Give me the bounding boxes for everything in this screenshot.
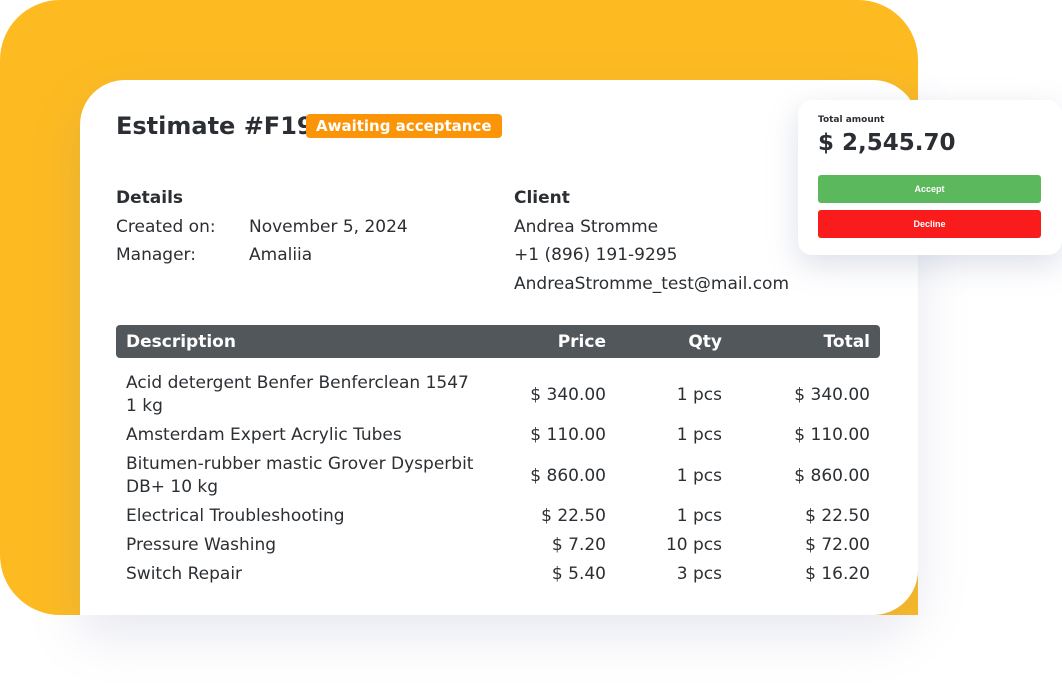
table-row: Electrical Troubleshooting $ 22.50 1 pcs $ …	[116, 502, 880, 531]
cell-total: $ 860.00	[794, 465, 870, 486]
cell-total: $ 340.00	[794, 384, 870, 405]
cell-description: Pressure Washing	[126, 535, 277, 555]
cell-qty: 1 pcs	[676, 506, 722, 526]
table-row: Switch Repair $ 5.40 3 pcs $ 16.20	[116, 560, 880, 589]
details-heading: Details	[116, 188, 184, 208]
cell-qty: 1 pcs	[676, 425, 722, 445]
col-description: Description	[116, 325, 486, 358]
page-title: Estimate #F19	[116, 112, 314, 140]
cell-price: $ 5.40	[551, 564, 606, 584]
cell-price: $ 860.00	[530, 465, 606, 486]
cell-description: Electrical Troubleshooting	[126, 506, 345, 526]
col-qty: Qty	[616, 325, 732, 358]
estimate-card: Estimate #F19 Awaiting acceptance Detail…	[80, 80, 918, 615]
total-label: Total amount	[818, 115, 885, 125]
total-amount: $ 2,545.70	[818, 130, 956, 156]
client-heading: Client	[514, 188, 570, 208]
created-value: November 5, 2024	[249, 216, 408, 237]
table-row: Acid detergent Benfer Benferclean 1547 1…	[116, 358, 880, 421]
cell-description: Switch Repair	[126, 564, 243, 584]
cell-qty: 1 pcs	[676, 465, 722, 486]
cell-qty: 10 pcs	[665, 535, 722, 555]
manager-label: Manager:	[116, 245, 196, 265]
client-name: Andrea Stromme	[514, 216, 659, 237]
cell-qty: 1 pcs	[676, 384, 722, 405]
cell-qty: 3 pcs	[676, 564, 722, 584]
accept-button[interactable]: Accept	[818, 175, 1041, 203]
cell-description: Bitumen-rubber mastic Grover Dysperbit D…	[126, 454, 474, 497]
total-summary-card: Total amount $ 2,545.70 Accept Decline	[798, 100, 1062, 255]
cell-price: $ 340.00	[530, 384, 606, 405]
manager-value: Amaliia	[249, 245, 313, 265]
cell-price: $ 110.00	[530, 425, 606, 445]
cell-total: $ 16.20	[805, 564, 870, 584]
col-total: Total	[732, 325, 880, 358]
cell-total: $ 110.00	[794, 425, 870, 445]
cell-total: $ 72.00	[805, 535, 870, 555]
items-table: Description Price Qty Total Acid deterge…	[116, 325, 880, 589]
client-phone: +1 (896) 191-9295	[514, 245, 678, 265]
cell-total: $ 22.50	[805, 506, 870, 526]
decline-button[interactable]: Decline	[818, 210, 1041, 238]
cell-price: $ 22.50	[541, 506, 606, 526]
table-row: Pressure Washing $ 7.20 10 pcs $ 72.00	[116, 531, 880, 560]
details-section: Details Created on: November 5, 2024 Mana…	[116, 184, 408, 270]
client-email: AndreaStromme_test@mail.com	[514, 273, 790, 294]
col-price: Price	[486, 325, 616, 358]
cell-description: Amsterdam Expert Acrylic Tubes	[126, 425, 402, 445]
cell-description: Acid detergent Benfer Benferclean 1547 1…	[126, 373, 469, 416]
cell-price: $ 7.20	[551, 535, 606, 555]
table-row: Amsterdam Expert Acrylic Tubes $ 110.00 1 …	[116, 421, 880, 450]
created-label: Created on:	[116, 216, 216, 237]
table-row: Bitumen-rubber mastic Grover Dysperbit D…	[116, 450, 880, 502]
status-badge: Awaiting acceptance	[306, 114, 502, 138]
client-section: Client Andrea Stromme +1 (896) 191-9295 …	[514, 184, 789, 298]
